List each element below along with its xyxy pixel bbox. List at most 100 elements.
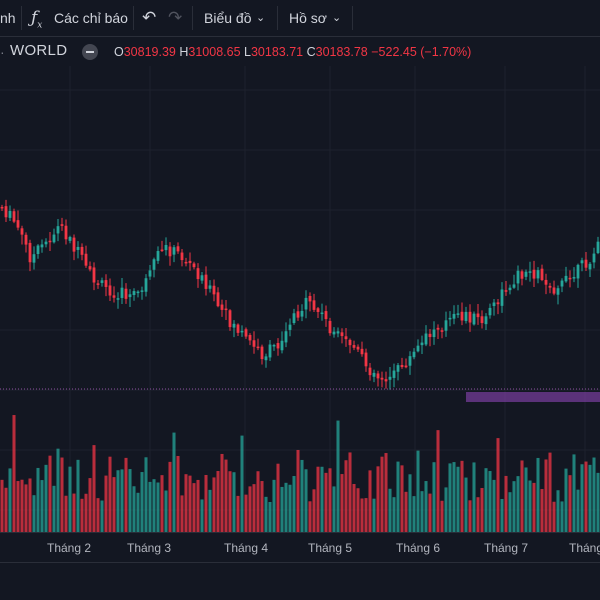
toolbar-separator — [133, 6, 134, 30]
candle-body — [464, 311, 468, 321]
volume-bar — [60, 457, 64, 532]
candle-body — [160, 249, 164, 252]
volume-bar — [68, 466, 72, 532]
volume-bar — [64, 495, 68, 532]
undo-icon[interactable]: ↶ — [142, 8, 157, 27]
candle-body — [448, 317, 452, 320]
volume-bar — [520, 460, 524, 532]
time-axis[interactable]: Tháng 2 Tháng 3 Tháng 4 Tháng 5 Tháng 6 … — [0, 532, 600, 562]
volume-bar — [556, 490, 560, 532]
volume-bar — [16, 481, 20, 532]
volume-bar — [392, 497, 396, 532]
redo-icon[interactable]: ↷ — [168, 8, 183, 27]
volume-bar — [244, 494, 248, 532]
volume-bar — [8, 468, 12, 532]
volume-bar — [116, 470, 120, 532]
volume-bar — [168, 461, 172, 532]
chart-menu-button[interactable]: Biểu đồ — [204, 10, 252, 26]
volume-bar — [504, 475, 508, 532]
candle-body — [500, 289, 504, 306]
profile-menu-button[interactable]: Hồ sơ — [289, 10, 327, 26]
volume-bar — [440, 500, 444, 532]
volume-bar — [480, 488, 484, 532]
volume-bar — [52, 485, 56, 532]
candle-body — [380, 377, 384, 380]
volume-bar — [144, 457, 148, 532]
candle-body — [212, 285, 216, 295]
volume-bar — [592, 457, 596, 532]
candle-body — [348, 339, 352, 346]
volume-bar — [328, 468, 332, 532]
candle-body — [512, 284, 516, 288]
volume-bar — [112, 477, 116, 532]
volume-bar — [208, 489, 212, 532]
volume-bar — [596, 472, 600, 532]
candle-body — [260, 346, 264, 360]
candle-body — [116, 298, 120, 300]
time-label: Tháng 2 — [47, 541, 92, 555]
candle-body — [56, 226, 60, 234]
candle-body — [416, 345, 420, 352]
volume-bar — [108, 456, 112, 532]
close-key: C — [306, 45, 316, 59]
candle-body — [20, 228, 24, 235]
ohlc-values: O30819.39 H31008.65 L30183.71 C30183.78 … — [114, 45, 471, 59]
candle-body — [596, 241, 600, 254]
candle-body — [340, 332, 344, 337]
indicators-icon: ƒx — [31, 8, 43, 31]
candle-body — [216, 292, 220, 307]
candle-body — [48, 240, 52, 243]
volume-bar — [344, 460, 348, 532]
candle-body — [472, 313, 476, 325]
candle-body — [68, 236, 72, 241]
candle-body — [276, 343, 280, 349]
candle-body — [232, 323, 236, 328]
candle-body — [376, 373, 380, 379]
volume-bar — [488, 471, 492, 532]
volume-bar — [232, 472, 236, 532]
volume-bar — [32, 495, 36, 532]
time-label: Tháng 5 — [308, 541, 353, 555]
candle-body — [228, 310, 232, 328]
candle-body — [556, 288, 560, 295]
candle-body — [252, 340, 256, 347]
collapse-legend-icon[interactable] — [82, 44, 98, 60]
candle-body — [424, 333, 428, 345]
toolbar-partial-item[interactable]: nh — [0, 10, 16, 26]
volume-bar — [0, 479, 4, 532]
candle-body — [400, 365, 404, 368]
high-value: 31008.65 — [188, 45, 241, 59]
volume-bar — [92, 445, 96, 532]
volume-bar — [420, 491, 424, 532]
volume-bar — [180, 495, 184, 532]
volume-bar — [84, 493, 88, 532]
candle-body — [4, 206, 8, 218]
candle-body — [64, 225, 68, 240]
volume-bar — [292, 476, 296, 532]
volume-bar — [128, 469, 132, 532]
volume-bar — [124, 457, 128, 532]
volume-bar — [364, 498, 368, 532]
volume-bar — [584, 461, 588, 532]
candle-body — [444, 320, 448, 331]
candle-body — [344, 336, 348, 340]
volume-bar — [348, 452, 352, 532]
volume-bar — [56, 448, 60, 532]
candle-body — [284, 331, 288, 343]
candle-body — [468, 311, 472, 323]
candle-body — [328, 320, 332, 334]
symbol-name[interactable]: WORLD — [10, 42, 68, 59]
indicators-button[interactable]: Các chỉ báo — [54, 10, 128, 26]
candle-body — [172, 247, 176, 255]
open-key: O — [114, 45, 124, 59]
candle-body — [240, 330, 244, 333]
candle-body — [364, 352, 368, 367]
close-value: 30183.78 — [315, 45, 368, 59]
candle-body — [584, 259, 588, 268]
volume-bar — [376, 466, 380, 532]
volume-bar — [524, 467, 528, 532]
volume-bar — [336, 420, 340, 532]
volume-bar — [268, 501, 272, 532]
volume-bar — [212, 477, 216, 532]
